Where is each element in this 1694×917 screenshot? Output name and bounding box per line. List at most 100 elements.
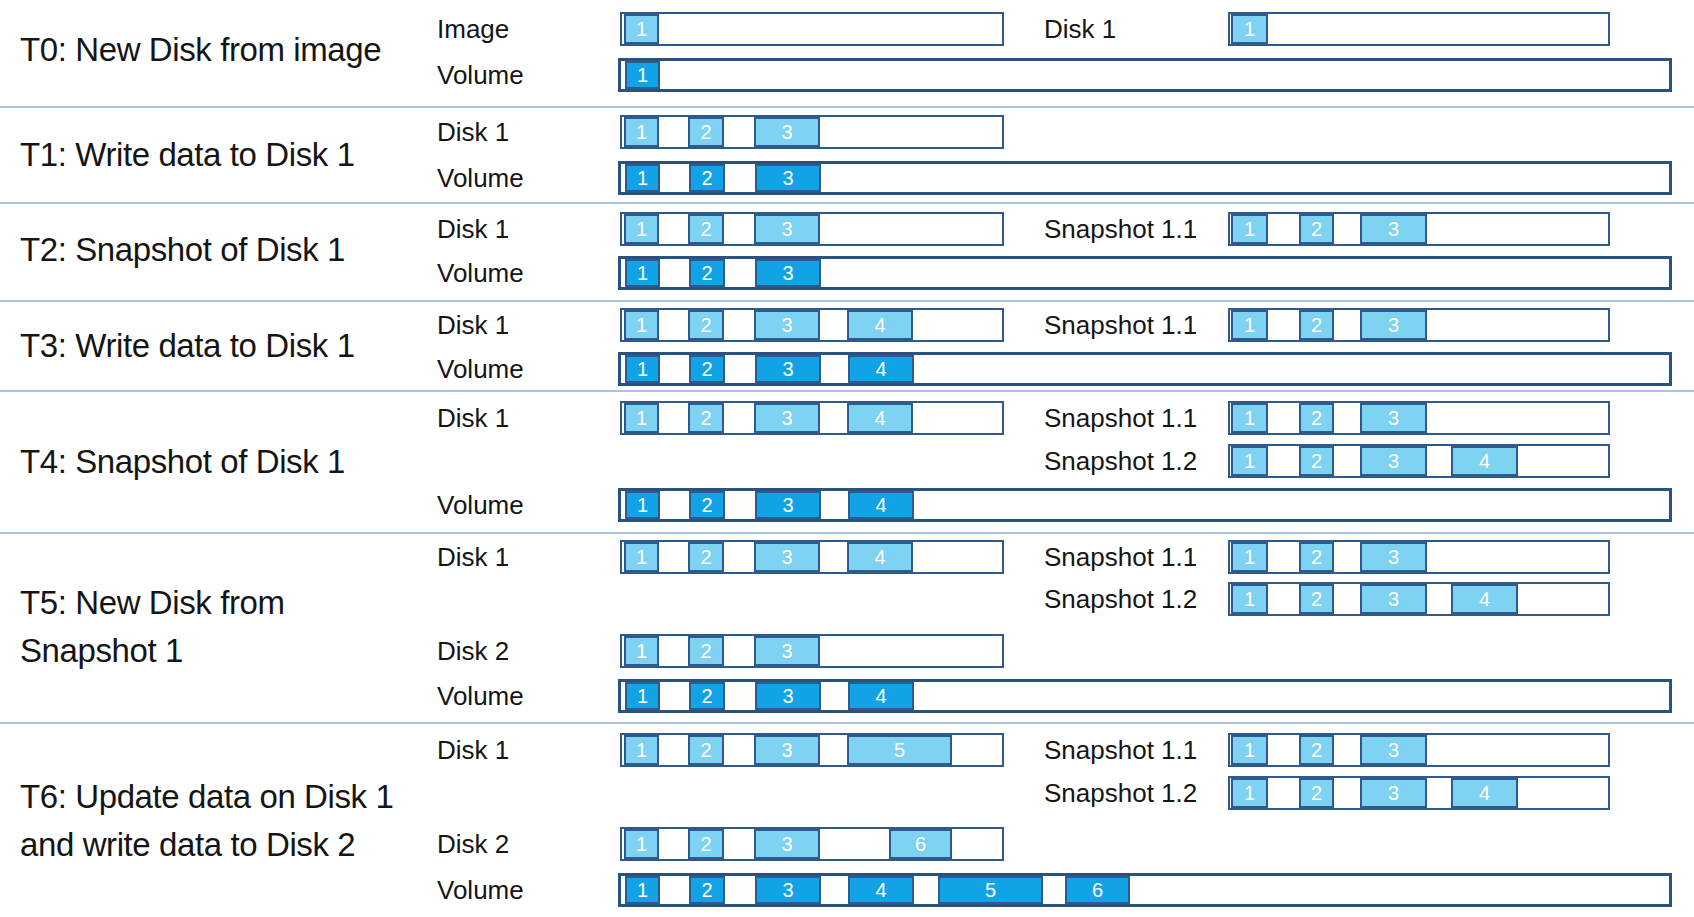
data-block: 2 xyxy=(689,355,725,383)
section-title: T2: Snapshot of Disk 1 xyxy=(20,226,345,274)
data-block: 2 xyxy=(688,829,724,859)
row-label: Disk 2 xyxy=(437,634,509,668)
data-block: 6 xyxy=(1065,876,1130,904)
data-block: 3 xyxy=(754,403,820,433)
row-label: Disk 2 xyxy=(437,827,509,861)
snapshot-label: Snapshot 1.1 xyxy=(1044,540,1197,574)
snapshot-bar: 1234 xyxy=(1228,776,1610,810)
data-block: 1 xyxy=(1231,584,1268,614)
data-block: 1 xyxy=(1231,214,1268,244)
data-block: 5 xyxy=(847,735,952,765)
data-block: 1 xyxy=(1231,778,1268,808)
data-block: 1 xyxy=(625,355,660,383)
section-separator-line xyxy=(0,202,1694,204)
data-block: 6 xyxy=(889,829,952,859)
section-separator-line xyxy=(0,722,1694,724)
section-separator-line xyxy=(0,390,1694,392)
data-block: 3 xyxy=(754,214,820,244)
volume-bar: 1234 xyxy=(618,488,1672,522)
section-title: T0: New Disk from image xyxy=(20,26,381,74)
data-block: 4 xyxy=(847,310,913,340)
snapshot-bar: 1234 xyxy=(1228,582,1610,616)
disk-bar: 1 xyxy=(620,12,1004,46)
data-block: 4 xyxy=(847,403,913,433)
data-block: 1 xyxy=(624,636,659,666)
section-title: T5: New Disk from xyxy=(20,579,285,627)
snapshot-label: Snapshot 1.1 xyxy=(1044,733,1197,767)
data-block: 4 xyxy=(848,682,914,710)
row-label: Image xyxy=(437,12,509,46)
row-label: Disk 1 xyxy=(1044,12,1116,46)
data-block: 3 xyxy=(754,117,820,147)
data-block: 4 xyxy=(1451,778,1518,808)
data-block: 1 xyxy=(624,403,659,433)
snapshot-label: Snapshot 1.1 xyxy=(1044,401,1197,435)
data-block: 1 xyxy=(625,61,660,89)
disk-bar: 123 6 xyxy=(620,827,1004,861)
data-block: 2 xyxy=(1299,778,1334,808)
disk-bar: 123 xyxy=(620,212,1004,246)
data-block: 4 xyxy=(1451,446,1518,476)
data-block: 1 xyxy=(1231,542,1268,572)
data-block: 2 xyxy=(1299,584,1334,614)
data-block: 2 xyxy=(688,214,724,244)
row-label: Volume xyxy=(437,58,524,92)
data-block: 5 xyxy=(938,876,1043,904)
data-block: 1 xyxy=(1231,14,1268,44)
data-block: 3 xyxy=(755,164,821,192)
data-block: 4 xyxy=(848,491,914,519)
row-label: Volume xyxy=(437,873,524,907)
data-block: 1 xyxy=(625,682,660,710)
data-block: 3 xyxy=(755,259,821,287)
section-title: T1: Write data to Disk 1 xyxy=(20,131,355,179)
snapshot-label: Snapshot 1.2 xyxy=(1044,582,1197,616)
data-block: 3 xyxy=(1360,403,1427,433)
data-block: 2 xyxy=(688,735,724,765)
disk-bar: 123 xyxy=(620,115,1004,149)
data-block: 2 xyxy=(1299,542,1334,572)
data-block: 2 xyxy=(688,542,724,572)
data-block: 2 xyxy=(1299,446,1334,476)
data-block: 1 xyxy=(1231,403,1268,433)
section-separator-line xyxy=(0,300,1694,302)
data-block: 2 xyxy=(689,259,725,287)
data-block: 1 xyxy=(624,829,659,859)
section-title: T4: Snapshot of Disk 1 xyxy=(20,438,345,486)
row-label: Disk 1 xyxy=(437,401,509,435)
data-block: 1 xyxy=(624,214,659,244)
row-label: Volume xyxy=(437,488,524,522)
snapshot-bar: 123 xyxy=(1228,308,1610,342)
data-block: 1 xyxy=(625,164,660,192)
data-block: 1 xyxy=(1231,310,1268,340)
data-block: 1 xyxy=(624,310,659,340)
data-block: 3 xyxy=(1360,735,1427,765)
data-block: 2 xyxy=(688,636,724,666)
data-block: 4 xyxy=(848,355,914,383)
data-block: 1 xyxy=(1231,446,1268,476)
snapshot-bar: 1 23 xyxy=(1228,401,1610,435)
disk-bar: 1234 xyxy=(620,308,1004,342)
volume-bar: 123 xyxy=(618,256,1672,290)
data-block: 1 xyxy=(1231,735,1268,765)
data-block: 3 xyxy=(1360,584,1427,614)
data-block: 3 xyxy=(754,829,820,859)
row-label: Volume xyxy=(437,352,524,386)
data-block: 3 xyxy=(1360,542,1427,572)
data-block: 3 xyxy=(754,735,820,765)
data-block: 1 xyxy=(624,735,659,765)
section-title: T3: Write data to Disk 1 xyxy=(20,322,355,370)
snapshot-label: Snapshot 1.2 xyxy=(1044,776,1197,810)
snapshot-label: Snapshot 1.2 xyxy=(1044,444,1197,478)
data-block: 2 xyxy=(689,682,725,710)
disk-bar: 1234 xyxy=(620,540,1004,574)
data-block: 1 xyxy=(625,491,660,519)
data-block: 3 xyxy=(1360,214,1427,244)
data-block: 3 xyxy=(754,310,820,340)
section-separator-line xyxy=(0,106,1694,108)
data-block: 1 xyxy=(624,14,659,44)
disk-bar: 123 xyxy=(620,634,1004,668)
section-separator-line xyxy=(0,532,1694,534)
data-block: 2 xyxy=(1299,403,1334,433)
disk-bar: 1 xyxy=(1228,12,1610,46)
row-label: Volume xyxy=(437,679,524,713)
